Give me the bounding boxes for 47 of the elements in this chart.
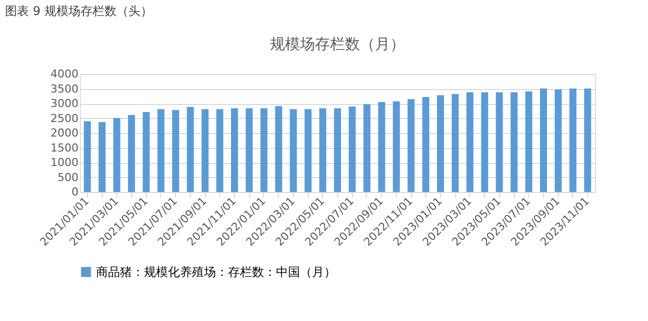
bar [216, 109, 224, 192]
bar [172, 110, 180, 192]
bar [422, 97, 430, 192]
y-tick-label: 2500 [50, 112, 78, 125]
bar [452, 94, 459, 192]
bar [584, 88, 592, 192]
bar [186, 107, 194, 192]
bar [408, 99, 415, 192]
bar [525, 91, 532, 192]
y-tick-label: 2000 [50, 126, 78, 140]
bar [231, 108, 238, 192]
bar [554, 89, 562, 192]
bar [304, 109, 312, 192]
bar [481, 92, 488, 192]
bar [113, 118, 120, 192]
chart-title: 规模场存栏数（月） [270, 35, 405, 53]
y-tick-label: 1000 [50, 156, 78, 169]
bar [348, 106, 356, 192]
bar [142, 112, 150, 192]
bar [98, 122, 106, 192]
legend-label: 商品猪：规模化养殖场：存栏数：中国（月） [96, 265, 336, 279]
bar [290, 109, 297, 192]
bar [392, 101, 400, 192]
y-tick-label: 3500 [50, 82, 78, 96]
bar [466, 92, 474, 192]
bar [202, 109, 209, 192]
bar [510, 92, 518, 192]
y-tick-label: 0 [72, 186, 78, 198]
bar [246, 108, 253, 192]
bar [157, 109, 164, 192]
bar [319, 108, 326, 192]
bar [540, 88, 547, 192]
bar [84, 121, 91, 192]
bar [437, 95, 444, 192]
y-tick-label: 3000 [50, 97, 78, 110]
bar [363, 104, 370, 192]
bar [378, 102, 386, 192]
bar [260, 108, 268, 192]
bar [275, 106, 282, 192]
y-tick-label: 4000 [50, 68, 78, 80]
bar [496, 92, 503, 192]
y-tick-label: 1500 [50, 141, 78, 154]
bar [334, 108, 341, 192]
bar [569, 88, 576, 192]
text: 图表 9 规模场存栏数（头） [5, 4, 152, 18]
y-tick-label: 500 [58, 170, 78, 184]
bar [128, 115, 135, 192]
